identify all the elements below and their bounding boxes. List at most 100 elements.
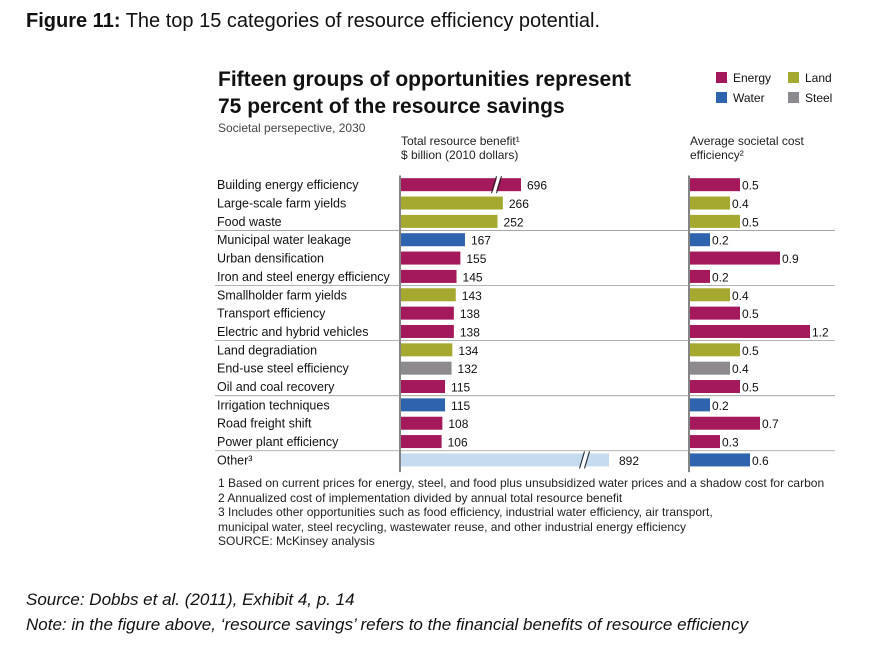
- benefit-bar-2: [401, 196, 503, 210]
- footnote-source: SOURCE: McKinsey analysis: [218, 534, 375, 549]
- cost-value-10: 0.5: [742, 344, 759, 358]
- legend-item-water: Water: [716, 91, 765, 105]
- legend-item-land: Land: [788, 71, 832, 85]
- legend-swatch-energy: [716, 72, 727, 83]
- row-label-13: Irrigation techniques: [217, 398, 330, 412]
- row-label-9: Electric and hybrid vehicles: [217, 325, 368, 339]
- cost-value-14: 0.7: [762, 417, 779, 431]
- chart-title-line-2: 75 percent of the resource savings: [218, 95, 565, 118]
- cost-bar-11: [690, 361, 730, 375]
- figure-caption: Figure 11: The top 15 categories of reso…: [26, 10, 600, 33]
- benefit-bar-6: [401, 269, 457, 283]
- legend-item-steel: Steel: [788, 91, 832, 105]
- note-line: Note: in the figure above, ‘resource sav…: [26, 615, 748, 634]
- row-label-5: Urban densification: [217, 252, 324, 266]
- cost-bar-6: [690, 269, 710, 283]
- row-label-16: Other³: [217, 453, 252, 467]
- chart-title-line-1: Fifteen groups of opportunities represen…: [218, 68, 632, 91]
- source-line: Source: Dobbs et al. (2011), Exhibit 4, …: [26, 590, 355, 609]
- benefit-heading-line-1: Total resource benefit¹: [401, 134, 520, 148]
- cost-bar-1: [690, 178, 740, 192]
- benefit-value-13: 115: [451, 399, 470, 413]
- legend-label-land: Land: [805, 71, 832, 85]
- legend-swatch-steel: [788, 92, 799, 103]
- cost-value-16: 0.6: [752, 454, 769, 468]
- cost-bar-16: [690, 453, 750, 467]
- benefit-value-15: 106: [448, 436, 468, 450]
- cost-value-12: 0.5: [742, 381, 759, 395]
- legend-label-steel: Steel: [805, 91, 833, 105]
- cost-bar-9: [690, 324, 810, 338]
- cost-value-8: 0.5: [742, 307, 759, 321]
- legend-item-energy: Energy: [716, 71, 771, 85]
- benefit-value-4: 167: [471, 234, 491, 248]
- benefit-bar-8: [401, 306, 454, 320]
- benefit-bar-4: [401, 233, 465, 247]
- cost-bar-3: [690, 214, 740, 228]
- benefit-bar-10: [401, 343, 453, 357]
- benefit-value-7: 143: [462, 289, 482, 303]
- benefit-bar-13: [401, 398, 446, 412]
- benefit-bar-7: [401, 288, 456, 302]
- benefit-heading-line-2: $ billion (2010 dollars): [401, 148, 519, 162]
- cost-value-11: 0.4: [732, 362, 749, 376]
- footnote-2: 2 Annualized cost of implementation divi…: [218, 490, 623, 505]
- cost-value-1: 0.5: [742, 179, 759, 193]
- benefit-value-11: 132: [458, 362, 478, 376]
- cost-value-13: 0.2: [712, 399, 729, 413]
- row-label-2: Large-scale farm yields: [217, 197, 346, 211]
- figure-caption-text: The top 15 categories of resource effici…: [125, 10, 601, 32]
- cost-bar-7: [690, 288, 730, 302]
- benefit-bar-15: [401, 435, 442, 449]
- row-label-11: End-use steel efficiency: [217, 362, 350, 376]
- row-label-10: Land degradiation: [217, 343, 317, 357]
- footnotes: 1 Based on current prices for energy, st…: [218, 476, 824, 549]
- benefit-bar-14: [401, 416, 443, 430]
- benefit-value-3: 252: [504, 215, 524, 229]
- cost-bar-14: [690, 416, 760, 430]
- row-label-4: Municipal water leakage: [217, 233, 351, 247]
- benefit-bar-12: [401, 380, 446, 394]
- benefit-bar-5: [401, 251, 461, 265]
- benefit-value-9: 138: [460, 325, 480, 339]
- footnote-3-cont: municipal water, steel recycling, wastew…: [218, 519, 687, 534]
- cost-bar-4: [690, 233, 710, 247]
- chart-subtitle: Societal persepective, 2030: [218, 121, 366, 135]
- row-label-7: Smallholder farm yields: [217, 288, 347, 302]
- cost-bar-13: [690, 398, 710, 412]
- row-label-8: Transport efficiency: [217, 307, 326, 321]
- benefit-bar-9: [401, 324, 454, 338]
- axis-break-mark-b-16: [584, 451, 590, 469]
- cost-value-4: 0.2: [712, 234, 729, 248]
- row-label-14: Road freight shift: [217, 417, 312, 431]
- cost-value-3: 0.5: [742, 215, 759, 229]
- cost-value-5: 0.9: [782, 252, 799, 266]
- legend-label-energy: Energy: [733, 71, 772, 85]
- axis-break-mark-a-16: [579, 451, 585, 469]
- figure-label: Figure 11:: [26, 10, 121, 32]
- cost-value-15: 0.3: [722, 436, 739, 450]
- cost-column-heading: Average societal cost efficiency²: [690, 134, 804, 162]
- benefit-bar-16: [401, 453, 609, 467]
- benefit-value-10: 134: [458, 344, 478, 358]
- row-label-1: Building energy efficiency: [217, 178, 359, 192]
- cost-bar-10: [690, 343, 740, 357]
- axis-break-mark-b-1: [496, 176, 502, 194]
- cost-bar-12: [690, 380, 740, 394]
- cost-bar-8: [690, 306, 740, 320]
- footnote-3: 3 Includes other opportunities such as f…: [218, 505, 713, 520]
- benefit-value-1: 696: [527, 179, 547, 193]
- row-label-6: Iron and steel energy efficiency: [217, 270, 391, 284]
- cost-heading-line-1: Average societal cost: [690, 134, 804, 148]
- legend-label-water: Water: [733, 91, 765, 105]
- benefit-bar-11: [401, 361, 452, 375]
- legend-swatch-water: [716, 92, 727, 103]
- axis-break-gap-1: [492, 175, 501, 194]
- benefit-value-16: 892: [619, 454, 639, 468]
- cost-bar-2: [690, 196, 730, 210]
- cost-bar-5: [690, 251, 780, 265]
- benefit-value-6: 145: [463, 270, 483, 284]
- cost-value-6: 0.2: [712, 270, 729, 284]
- benefit-value-5: 155: [466, 252, 486, 266]
- row-label-15: Power plant efficiency: [217, 435, 339, 449]
